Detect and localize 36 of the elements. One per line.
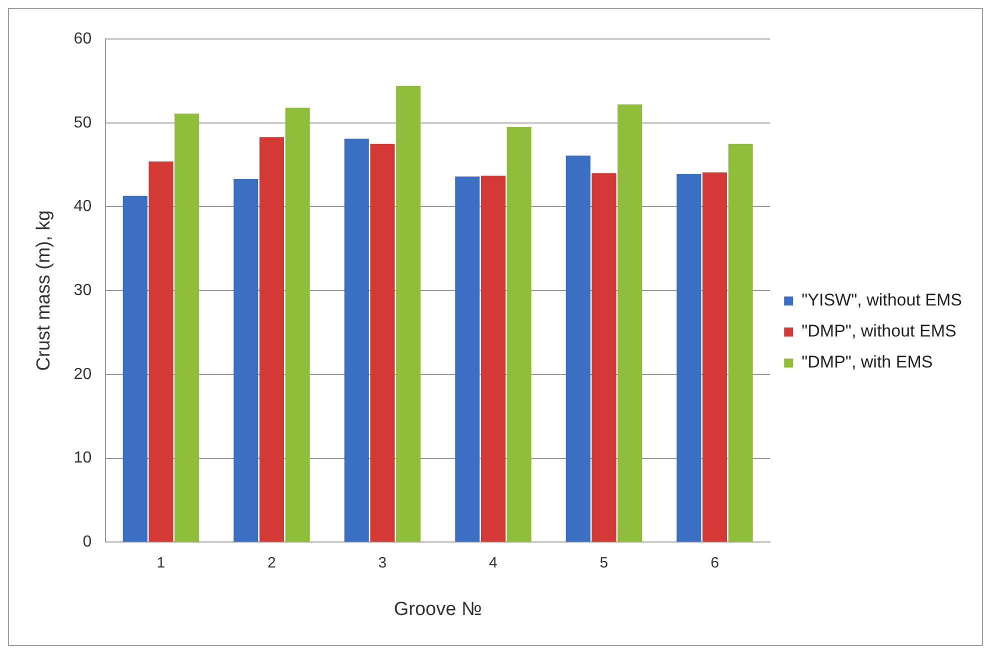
bar [259,137,284,542]
bar [148,161,174,542]
bar [566,156,590,542]
x-tick-label: 5 [600,554,608,572]
legend-label: "DMP", with EMS [802,352,933,372]
x-tick-label: 2 [268,554,276,572]
y-tick-label: 40 [74,198,92,216]
y-tick-label: 0 [82,534,92,551]
y-axis-title: Crust mass (m), kg [34,210,55,371]
y-tick-label: 60 [74,30,92,48]
bar [702,172,728,542]
legend-label: "DMP", without EMS [802,322,956,341]
bar [618,104,642,542]
bar [344,138,369,542]
bar [676,174,702,542]
bar [396,86,421,542]
bar [455,176,480,542]
bar [285,108,310,542]
bar [234,179,258,542]
y-tick-label: 50 [74,114,92,132]
x-tick-label: 3 [378,554,387,572]
y-tick-label: 10 [74,450,92,467]
y-tick-label: 20 [74,366,92,383]
legend-label: "YISW", without EMS [802,290,962,310]
bar [506,127,532,542]
x-tick-label: 6 [710,554,719,572]
bar [728,144,753,542]
x-axis-title: Groove № [394,598,482,620]
x-tick-label: 4 [489,554,498,572]
x-tick-label: 1 [156,554,166,572]
bar [174,114,200,542]
bar [122,196,148,542]
y-tick-label: 30 [74,282,92,300]
bar [592,173,616,542]
bar [480,176,506,542]
bar [370,144,395,542]
